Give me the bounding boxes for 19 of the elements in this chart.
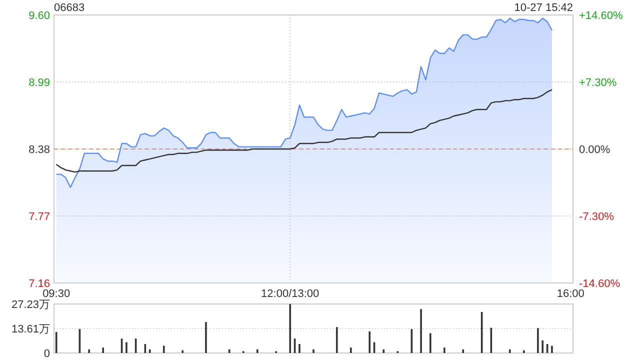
- line-series: [56, 89, 553, 173]
- y-tick-label: 9.60: [28, 10, 50, 22]
- y2-tick-label: +7.30%: [579, 77, 617, 89]
- y-tick-label: 8.99: [28, 77, 50, 89]
- chart-title: 06683: [54, 2, 85, 14]
- y-tick-label: 27.23万: [11, 299, 50, 311]
- y-tick-label: 7.77: [28, 211, 50, 223]
- y2-tick-label: +14.60%: [579, 10, 623, 22]
- y2-tick-label: 0.00%: [579, 144, 610, 156]
- x-tick-label: 09:30: [42, 288, 70, 300]
- y-tick-label: 0: [44, 348, 50, 360]
- y2-tick-label: -7.30%: [579, 211, 614, 223]
- y2-tick-label: -14.60%: [579, 278, 620, 290]
- y-tick-label: 7.16: [28, 278, 50, 290]
- y-tick-label: 13.61万: [11, 324, 50, 336]
- y-tick-label: 8.38: [28, 144, 50, 156]
- text: 10-27 15:42: [514, 2, 573, 14]
- x-tick-label: 12:00/13:00: [261, 288, 320, 300]
- x-tick-label: 16:00: [556, 288, 584, 300]
